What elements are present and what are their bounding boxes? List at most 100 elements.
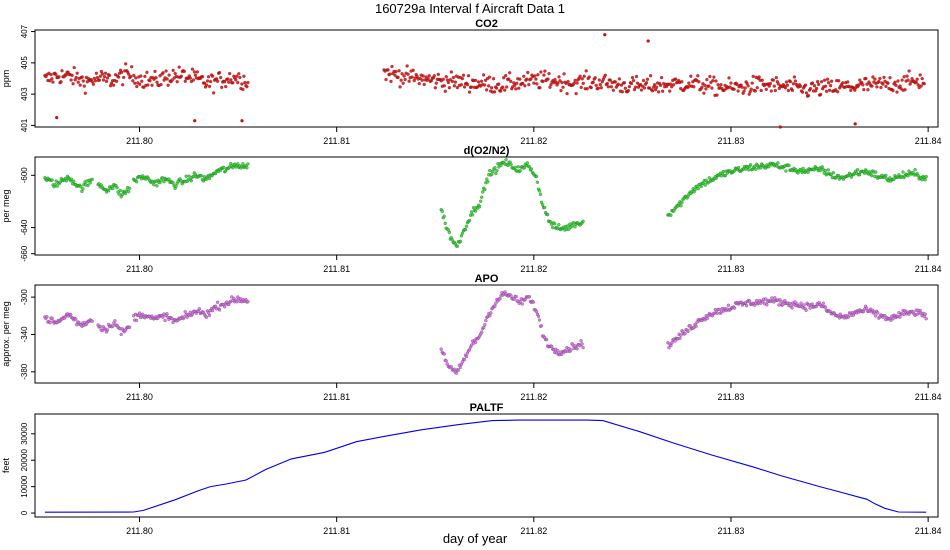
data-point — [810, 81, 815, 85]
data-point — [579, 85, 583, 90]
data-point — [703, 83, 707, 88]
data-point — [482, 83, 487, 87]
data-point — [119, 70, 124, 75]
y-tick-label: -300 — [20, 289, 29, 306]
data-point — [164, 69, 168, 73]
data-point — [744, 304, 749, 308]
data-point — [803, 83, 808, 87]
data-point — [134, 318, 139, 323]
data-point — [246, 300, 250, 304]
data-point — [243, 80, 247, 85]
data-point — [134, 180, 139, 184]
data-point — [511, 85, 515, 89]
data-point — [447, 230, 451, 235]
data-point — [142, 85, 146, 89]
data-point — [800, 90, 805, 94]
data-point — [236, 80, 240, 85]
panel-title: PALTF — [470, 402, 504, 414]
data-point — [826, 81, 831, 85]
data-point — [116, 75, 121, 79]
data-point — [768, 81, 772, 86]
data-point — [855, 168, 860, 172]
data-point — [459, 234, 464, 238]
data-point — [726, 303, 731, 307]
data-point — [915, 77, 919, 81]
data-point — [113, 319, 117, 323]
data-point — [81, 79, 85, 83]
data-point — [783, 299, 787, 303]
data-point — [48, 321, 52, 325]
x-tick-label: 211.83 — [718, 526, 745, 536]
data-point — [678, 336, 682, 340]
data-point — [810, 302, 814, 306]
data-point — [206, 75, 211, 79]
data-point — [114, 79, 119, 84]
data-point — [501, 85, 505, 89]
data-point — [806, 170, 810, 174]
data-point — [507, 77, 511, 81]
data-point — [751, 74, 755, 79]
data-point — [133, 81, 137, 85]
data-point — [808, 86, 813, 91]
data-point — [405, 64, 409, 68]
data-point — [806, 93, 811, 98]
data-point — [98, 324, 102, 329]
data-point — [195, 70, 200, 74]
data-point — [535, 180, 540, 184]
data-point — [818, 92, 823, 97]
data-point — [513, 165, 517, 170]
data-point — [131, 79, 135, 83]
data-point — [444, 75, 448, 79]
data-point — [788, 301, 792, 306]
data-point — [626, 88, 631, 93]
data-point — [127, 72, 131, 76]
data-point — [154, 76, 158, 80]
data-point — [721, 169, 726, 174]
data-point — [174, 184, 178, 188]
data-point — [179, 74, 183, 78]
x-tick-label: 211.80 — [126, 526, 153, 536]
data-point — [746, 84, 750, 88]
y-tick-label: 10000 — [20, 475, 29, 498]
data-point — [485, 177, 489, 181]
data-point — [679, 333, 683, 337]
y-axis-label: ppm — [1, 70, 11, 88]
data-point — [480, 195, 484, 199]
data-point — [696, 186, 700, 191]
data-point — [246, 162, 250, 166]
data-point — [916, 173, 920, 178]
data-point — [732, 306, 737, 310]
data-point — [124, 62, 128, 66]
data-point — [175, 80, 179, 84]
data-point — [192, 70, 197, 74]
data-point — [489, 311, 493, 315]
data-point — [723, 173, 728, 178]
data-point — [100, 328, 104, 333]
data-point — [441, 77, 445, 81]
data-point — [473, 209, 478, 213]
data-point — [539, 70, 543, 74]
data-point — [537, 318, 542, 322]
data-point — [597, 78, 601, 82]
data-point — [241, 87, 245, 92]
data-point — [210, 74, 215, 78]
data-point — [689, 74, 693, 78]
data-point — [864, 76, 868, 81]
data-point — [776, 82, 780, 86]
data-point — [536, 73, 540, 77]
panel-d-o2-n2-: d(O2/N2) per meg 211.80 211.81 211.82 211.83 2… — [1, 145, 942, 274]
y-tick-label: 401 — [20, 118, 29, 132]
data-point — [544, 337, 549, 342]
data-point — [736, 89, 740, 93]
data-point — [596, 86, 600, 90]
x-tick-label: 211.83 — [718, 136, 745, 146]
data-point — [836, 90, 840, 94]
figure-title: 160729a Interval f Aircraft Data 1 — [375, 1, 565, 16]
data-point — [834, 88, 838, 92]
data-point — [165, 77, 169, 81]
data-point — [514, 294, 518, 299]
data-point — [784, 80, 789, 84]
data-point — [754, 167, 758, 171]
data-point — [223, 80, 227, 84]
data-point — [45, 315, 49, 319]
